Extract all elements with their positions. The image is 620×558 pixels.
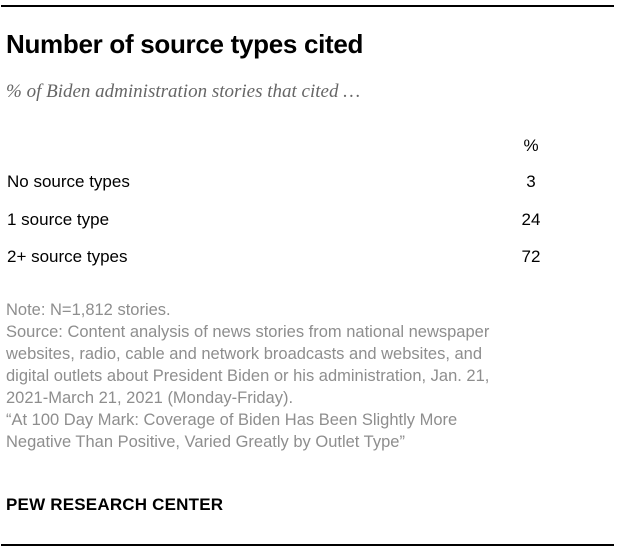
row-value: 24: [521, 210, 541, 229]
pew-research-center-wordmark: PEW RESEARCH CENTER: [6, 495, 224, 514]
table-row: No source types 3: [7, 172, 607, 196]
chart-title: Number of source types cited: [6, 29, 364, 59]
source-text-line: websites, radio, cable and network broad…: [6, 345, 483, 363]
report-title-quote-line: “At 100 Day Mark: Coverage of Biden Has …: [6, 411, 458, 429]
table-row: 2+ source types 72: [7, 247, 607, 271]
table-header-row: %: [7, 136, 607, 160]
source-text-line: 2021-March 21, 2021 (Monday-Friday).: [6, 389, 294, 407]
chart-subtitle: % of Biden administration stories that c…: [6, 81, 361, 102]
row-value: 72: [521, 247, 541, 266]
bottom-rule: [1, 544, 614, 546]
table-row: 1 source type 24: [7, 210, 607, 234]
report-title-quote-line: Negative Than Positive, Varied Greatly b…: [6, 433, 405, 451]
notes-block: Note: N=1,812 stories. Source: Content a…: [6, 299, 612, 453]
row-label: 1 source type: [7, 210, 110, 229]
row-label: 2+ source types: [7, 247, 128, 266]
source-text-line: digital outlets about President Biden or…: [6, 367, 490, 385]
percent-column-header: %: [523, 136, 539, 155]
row-label: No source types: [7, 172, 130, 191]
top-rule: [1, 5, 614, 7]
note-text: Note: N=1,812 stories.: [6, 301, 171, 319]
source-text-line: Source: Content analysis of news stories…: [6, 323, 490, 341]
row-value: 3: [526, 172, 536, 191]
